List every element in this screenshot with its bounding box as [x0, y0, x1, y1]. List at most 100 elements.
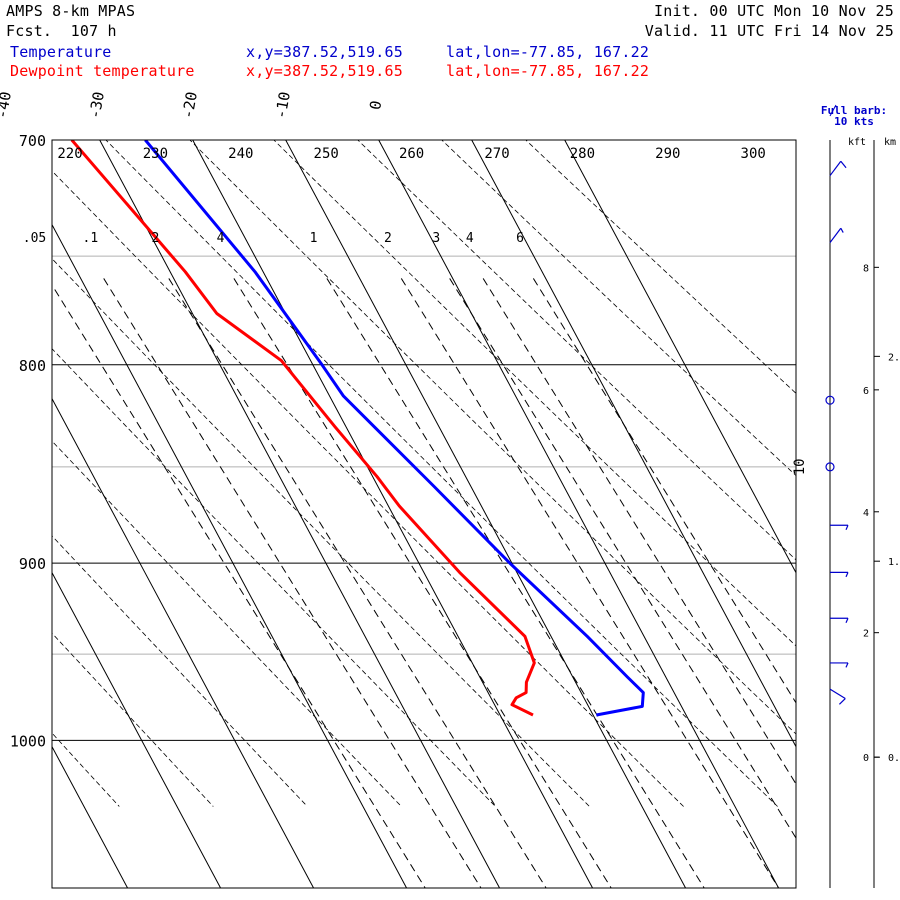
dry-adiabat-label: 290 [655, 146, 680, 162]
mixing-ratio-line-7 [482, 278, 796, 785]
dewpoint-legend-label: Dewpoint temperature [10, 62, 195, 80]
mixing-ratio-label: 6 [516, 231, 524, 246]
header: AMPS 8-km MPAS Fcst. 107 h Init. 00 UTC … [0, 0, 900, 84]
kft-tick-label: 0 [863, 753, 869, 764]
mixing-ratio-label: .1 [83, 231, 99, 246]
dry-adiabat-label: 280 [570, 146, 595, 162]
wind-barb-flag [845, 524, 849, 530]
series-layer [70, 140, 645, 717]
dry-adiabat-label: 260 [399, 146, 424, 162]
isotherm-line [52, 223, 408, 888]
dry-adiabat-label: 250 [314, 146, 339, 162]
dry-adiabat-label: 300 [741, 146, 766, 162]
dry-adiabat-280 [189, 140, 796, 735]
labels-layer: 7008009001000-70-60-50-40-30-20-10022023… [0, 90, 808, 750]
wind-height-panel: Full barb: 10 kts kft km 8 6 4 2 0 2. 1. 0. [821, 104, 900, 888]
dry-adiabat-300 [357, 140, 796, 561]
barb-legend-line2: 10 kts [834, 115, 874, 128]
height-ticks: 8 6 4 2 0 2. 1. 0. [863, 263, 900, 764]
dewpoint-legend-xy: x,y=387.52,519.65 [246, 62, 403, 80]
kft-tick-label: 2 [863, 629, 869, 640]
kft-tick-label: 4 [863, 508, 869, 519]
km-tick-label: 2. [888, 352, 900, 363]
mixing-ratio-line-5 [400, 278, 779, 888]
isotherm-line [285, 140, 687, 888]
dewpoint-series-line [70, 140, 536, 717]
dry-adiabat-270 [105, 140, 778, 807]
wind-barb-flag [840, 227, 844, 233]
mixing-ratio-line-8 [532, 278, 796, 704]
isotherm-line [471, 140, 796, 748]
isotherm-line [564, 140, 796, 574]
isotherm-line [192, 140, 594, 888]
isotherm-line [52, 571, 222, 888]
dry-adiabat-label: 270 [484, 146, 509, 162]
dewpoint-legend-latlon: lat,lon=-77.85, 167.22 [446, 62, 650, 80]
mixing-ratio-label: 4 [466, 231, 474, 246]
mixing-ratio-label: 4 [217, 231, 225, 246]
mixing-ratio-line-1 [103, 278, 482, 888]
wind-barbs [825, 160, 849, 705]
dry-adiabat-label: 220 [57, 146, 82, 162]
dry-adiabat-200 [52, 732, 120, 807]
forecast-hour: Fcst. 107 h [6, 22, 117, 40]
pressure-label-900: 900 [19, 555, 46, 573]
dry-adiabat-260 [52, 170, 684, 807]
wind-barb-flag [845, 618, 849, 624]
isotherm-label: -20 [179, 90, 201, 120]
barb-legend-line1: Full barb: [821, 104, 887, 117]
temperature-legend-xy: x,y=387.52,519.65 [246, 43, 403, 61]
isotherm-line [0, 140, 35, 888]
isotherm-line [52, 397, 315, 888]
temperature-legend-latlon: lat,lon=-77.85, 167.22 [446, 43, 650, 61]
mixing-ratio-label: .05 [23, 231, 46, 246]
isotherm-line [378, 140, 780, 888]
mixing-ratio-label: 2 [384, 231, 392, 246]
dry-adiabat-230 [52, 440, 402, 807]
valid-time: Valid. 11 UTC Fri 14 Nov 25 [644, 22, 894, 40]
dry-adiabat-label: 230 [143, 146, 168, 162]
mixing-ratio-line-4 [326, 278, 705, 888]
isotherm-label: -10 [272, 90, 294, 120]
dry-adiabat-210 [52, 632, 214, 807]
model-title: AMPS 8-km MPAS [6, 2, 136, 20]
isotherm-label: -30 [86, 90, 108, 120]
isotherm-label: -40 [0, 90, 15, 120]
temperature-legend-label: Temperature [10, 43, 112, 61]
wind-barb-calm [825, 462, 835, 472]
misc-label: 10 [792, 458, 808, 475]
barb-legend-stroke [829, 104, 837, 117]
wind-barb-flag [845, 572, 849, 578]
wind-barb-flag [840, 160, 847, 169]
plot-background-lines [0, 140, 796, 888]
kft-tick-label: 6 [863, 386, 869, 397]
dry-adiabat-label: 240 [228, 146, 253, 162]
mixing-ratio-line-0 [52, 284, 426, 888]
mixing-ratio-line-2 [168, 278, 547, 888]
kft-label: kft [848, 137, 866, 148]
mixing-ratio-label: 3 [432, 231, 440, 246]
dry-adiabat-310 [441, 140, 796, 477]
dry-adiabat-220 [52, 535, 308, 807]
pressure-label-700: 700 [19, 132, 46, 150]
pressure-label-1000: 1000 [10, 732, 46, 750]
isotherm-line [52, 745, 129, 888]
kft-tick-label: 8 [863, 263, 869, 274]
dry-adiabat-250 [52, 258, 590, 807]
km-tick-label: 0. [888, 753, 900, 764]
wind-barb-flag [845, 662, 849, 668]
mixing-ratio-line-6 [449, 278, 796, 839]
dry-adiabat-290 [273, 140, 796, 647]
mixing-ratio-label: 2 [152, 231, 160, 246]
wind-barb-calm [825, 395, 835, 405]
km-label: km [884, 137, 896, 148]
wind-barb-shaft [829, 227, 842, 243]
init-time: Init. 00 UTC Mon 10 Nov 25 [654, 2, 894, 20]
wind-barb-shaft [829, 688, 846, 700]
isotherm-label: 0 [366, 99, 385, 111]
temperature-series-line [144, 140, 645, 717]
wind-barb-flag [838, 698, 846, 705]
mixing-ratio-label: 1 [310, 231, 318, 246]
plot-frame [51, 139, 797, 889]
